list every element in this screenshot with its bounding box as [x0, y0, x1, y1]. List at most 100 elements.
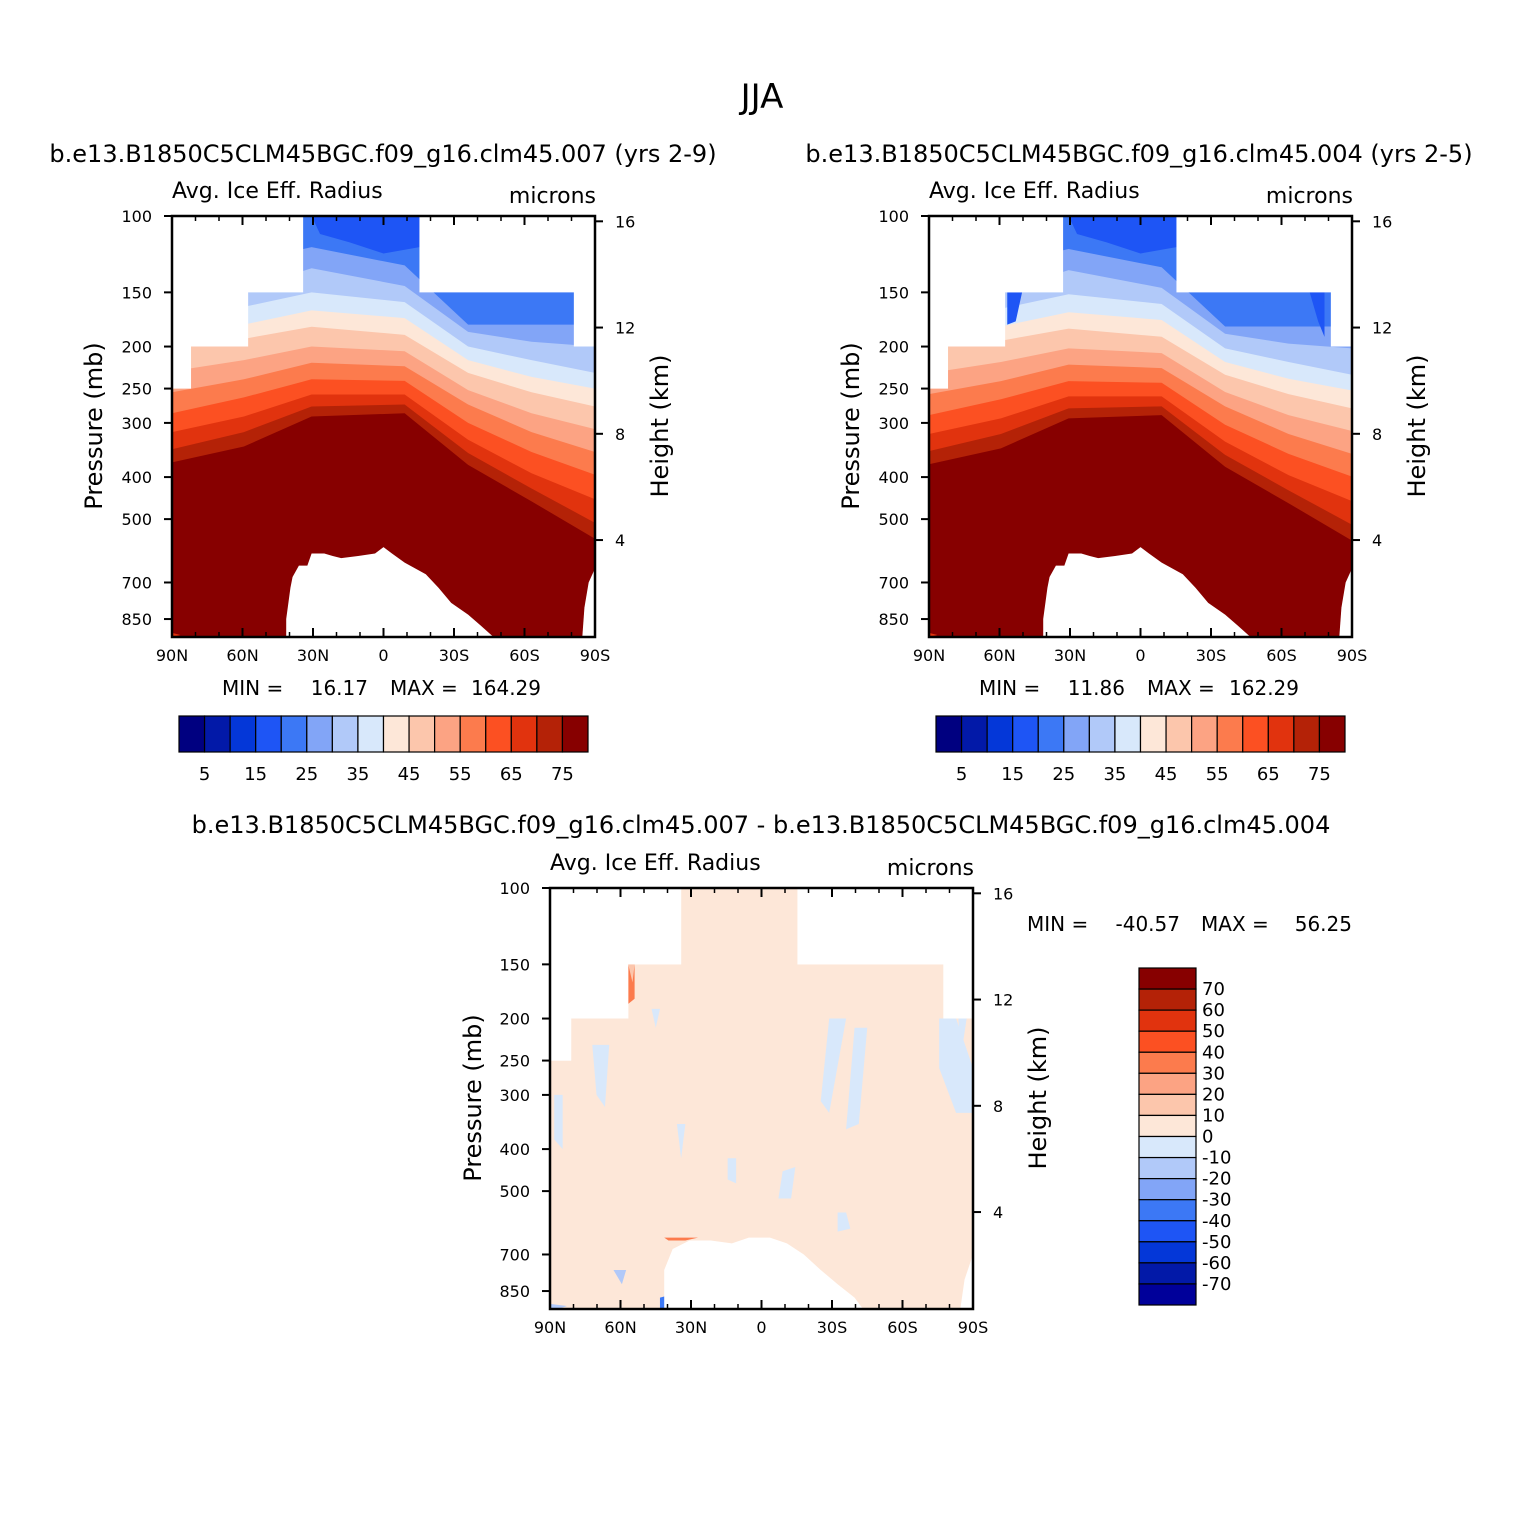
x-tick-label: 60N [226, 646, 258, 665]
panel-3-ylabel: Pressure (mb) [459, 1014, 487, 1181]
panel-3-axes: 90N 60N 30N 0 30S 60S 90S 100 150 200 250 300 400 500… [499, 879, 1013, 1337]
field-band-min [1309, 292, 1325, 337]
colorbar-box [1088, 715, 1116, 753]
panel-2-units-label: microns [1266, 184, 1353, 209]
panel-2-ylabel-right: Height (km) [1403, 355, 1431, 498]
panel-2-variable-label: Avg. Ice Eff. Radius [929, 179, 1140, 204]
colorbar-label: 75 [1308, 764, 1331, 785]
colorbar-box [935, 715, 963, 753]
colorbar-box [408, 715, 436, 753]
x-tick-label: 0 [378, 646, 388, 665]
y-tick-label: 400 [878, 468, 909, 487]
colorbar-box [1191, 715, 1218, 753]
y-right-tick-label: 12 [615, 319, 635, 338]
panel-3-variable-label: Avg. Ice Eff. Radius [550, 851, 761, 876]
y-tick-label: 300 [878, 414, 909, 433]
panel-2-max-label: MAX = [1147, 676, 1215, 700]
field-fill-negative [550, 1303, 567, 1309]
field-band-min [1007, 292, 1023, 325]
colorbar-label: 65 [500, 764, 523, 785]
colorbar-box [1138, 1283, 1197, 1306]
colorbar-box [1037, 715, 1065, 753]
colorbar-box [1114, 715, 1142, 753]
y-tick-label: 500 [499, 1182, 530, 1201]
y-tick-label: 700 [121, 573, 152, 592]
panel-3-title: b.e13.B1850C5CLM45BGC.f09_g16.clm45.007 … [192, 811, 1331, 839]
x-tick-label: 60S [509, 646, 540, 665]
x-tick-label: 30S [439, 646, 470, 665]
y-tick-label: 850 [878, 610, 909, 629]
panel-1-colorbar: 5 15 25 35 45 55 65 75 [178, 715, 589, 785]
colorbar-box [1216, 715, 1244, 753]
panel-1-field [172, 216, 595, 637]
colorbar-box [1165, 715, 1193, 753]
panel-2: b.e13.B1850C5CLM45BGC.f09_g16.clm45.004 … [805, 140, 1472, 785]
colorbar-box [1138, 1093, 1197, 1117]
y-tick-label: 150 [499, 955, 530, 974]
colorbar-label: 45 [1155, 764, 1178, 785]
colorbar-label: -60 [1202, 1253, 1231, 1274]
colorbar-box [1138, 1262, 1197, 1285]
colorbar-box [382, 715, 410, 753]
field-band-min [311, 216, 420, 254]
field-orography-mask [582, 568, 595, 637]
colorbar-box [1242, 715, 1269, 753]
colorbar-box [1138, 1009, 1197, 1032]
x-tick-label: 90N [156, 646, 188, 665]
panel-1-ylabel-right: Height (km) [646, 355, 674, 498]
field-orography-mask [1043, 547, 1251, 637]
colorbar-label: 50 [1202, 1021, 1225, 1042]
x-tick-label: 30S [1196, 646, 1227, 665]
colorbar-label: 25 [1052, 764, 1075, 785]
y-tick-label: 200 [499, 1010, 530, 1029]
field-fill-negative [592, 1044, 610, 1108]
y-tick-label: 500 [121, 510, 152, 529]
colorbar-box [1063, 715, 1090, 753]
panel-3-max-label: MAX = [1201, 912, 1269, 936]
panel-3-plot-area [550, 888, 973, 1309]
colorbar-box [1138, 1178, 1197, 1201]
field-fill-negative [727, 1158, 737, 1184]
colorbar-label: 70 [1202, 979, 1225, 1000]
y-tick-label: 700 [878, 573, 909, 592]
colorbar-label: -70 [1202, 1274, 1231, 1295]
colorbar-box [1138, 1051, 1197, 1074]
colorbar-label: 55 [1206, 764, 1229, 785]
x-tick-label: 30S [817, 1318, 848, 1337]
x-tick-label: 90S [1337, 646, 1368, 665]
y-tick-label: 100 [878, 207, 909, 226]
y-tick-label: 700 [499, 1245, 530, 1264]
x-tick-label: 60S [887, 1318, 918, 1337]
field-orography-mask [664, 1237, 864, 1309]
panel-1-plot-area [172, 216, 595, 637]
field-fill-negative [778, 1167, 796, 1199]
panel-1-min-label: MIN = [222, 676, 283, 700]
colorbar-label: 45 [398, 764, 421, 785]
colorbar-box [1138, 1220, 1197, 1243]
y-tick-label: 250 [499, 1052, 530, 1071]
field-orography-mask [286, 547, 494, 637]
field-fill-negative [676, 1123, 686, 1159]
panel-1-max-value: 164.29 [471, 676, 541, 700]
colorbar-label: 5 [199, 764, 210, 785]
field-orography-mask [1339, 568, 1352, 637]
colorbar-label: 20 [1202, 1084, 1225, 1105]
field-fill-negative [846, 1027, 868, 1130]
colorbar-box [306, 715, 333, 753]
colorbar-label: -30 [1202, 1190, 1231, 1211]
colorbar-box [1138, 1241, 1197, 1264]
colorbar-box [536, 715, 564, 753]
colorbar-label: 30 [1202, 1063, 1225, 1084]
colorbar-box [1138, 1199, 1197, 1222]
field-band-min [476, 292, 574, 307]
field-mask [419, 216, 595, 347]
colorbar-box [255, 715, 282, 753]
panel-3-units-label: microns [887, 856, 974, 881]
field-fill-negative [837, 1212, 851, 1232]
y-tick-label: 200 [121, 338, 152, 357]
colorbar-box [510, 715, 538, 753]
field-band-min [1233, 292, 1331, 307]
colorbar-label: 35 [346, 764, 369, 785]
colorbar-box [1012, 715, 1039, 753]
